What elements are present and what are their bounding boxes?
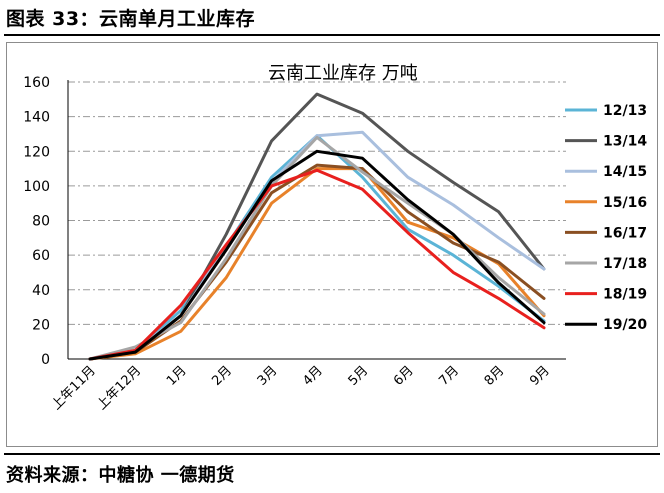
chart-title: 云南工业库存 万吨 xyxy=(268,63,418,84)
series-line xyxy=(88,92,546,361)
x-tick-label: 1月 xyxy=(164,363,190,389)
x-tick-label: 6月 xyxy=(391,363,417,389)
x-tick-label: 5月 xyxy=(346,363,372,389)
legend-label: 19/20 xyxy=(603,317,647,333)
source-note: 资料来源：中糖协 一德期货 xyxy=(6,465,235,486)
legend-label: 16/17 xyxy=(603,225,647,241)
bottom-rule xyxy=(4,453,660,455)
legend-label: 18/19 xyxy=(603,287,647,303)
y-tick-label: 0 xyxy=(41,352,50,368)
legend-label: 14/15 xyxy=(603,164,647,180)
chart-frame xyxy=(6,42,658,447)
grid-lines xyxy=(68,81,566,325)
x-tick-label: 7月 xyxy=(436,363,462,389)
y-tick-labels: 0 20 40 60 80 100 120 140 160 xyxy=(23,75,50,368)
y-tick-label: 120 xyxy=(23,144,50,160)
series-line xyxy=(88,168,546,361)
x-tick-label: 8月 xyxy=(482,363,508,389)
series-lines xyxy=(88,92,546,361)
y-tick-label: 100 xyxy=(23,179,50,195)
x-tick-label: 3月 xyxy=(255,363,281,389)
y-tick-label: 20 xyxy=(32,317,50,333)
series-line xyxy=(88,149,546,361)
y-tick-label: 40 xyxy=(32,283,50,299)
x-tick-label: 9月 xyxy=(527,363,553,389)
x-tick-label: 4月 xyxy=(300,363,326,389)
legend-label: 17/18 xyxy=(603,256,647,272)
y-tick-label: 140 xyxy=(23,110,50,126)
y-tick-label: 160 xyxy=(23,75,50,91)
y-tick-label: 60 xyxy=(32,248,50,264)
legend: 12/13 13/14 14/15 15/16 16/17 17/18 18/19 19/20 xyxy=(565,103,647,333)
y-tick-label: 80 xyxy=(32,214,50,230)
x-tick-label: 2月 xyxy=(209,363,235,389)
top-rule xyxy=(4,34,660,36)
figure-title: 图表 33：云南单月工业库存 xyxy=(6,8,256,30)
legend-label: 12/13 xyxy=(603,103,647,119)
axes xyxy=(67,80,566,360)
legend-label: 15/16 xyxy=(603,195,647,211)
series-line xyxy=(88,167,546,361)
legend-label: 13/14 xyxy=(603,134,647,150)
x-tick-label: 上年12月 xyxy=(94,363,144,413)
x-tick-label: 上年11月 xyxy=(49,363,99,413)
